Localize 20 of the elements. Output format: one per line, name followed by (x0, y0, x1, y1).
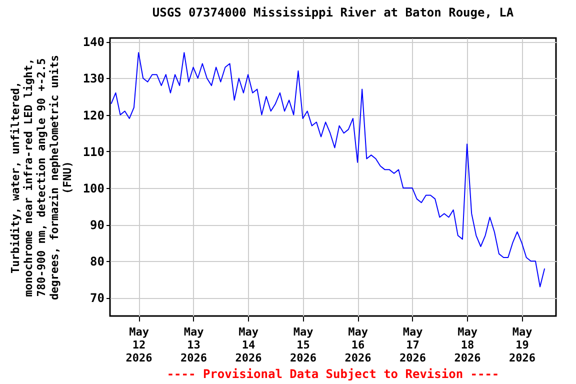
x-tick-label: May 15 2026 (290, 326, 317, 364)
x-tick-label: May 17 2026 (400, 326, 426, 364)
y-tick-label: 70 (90, 291, 104, 306)
x-tick-label: May 14 2026 (235, 326, 262, 364)
y-tick-label: 100 (82, 181, 104, 196)
x-tick-label: May 12 2026 (126, 326, 153, 364)
x-tick-label: May 13 2026 (180, 326, 208, 364)
y-tick-label: 80 (90, 254, 104, 269)
y-tick-label: 110 (82, 144, 104, 159)
text: ---- Provisional Data Subject to Revision ---- (166, 367, 500, 381)
y-tick-label: 140 (82, 35, 104, 50)
y-tick-label: 90 (90, 218, 104, 232)
line-series (110, 52, 546, 288)
chart-title: USGS 07374000 Mississippi River at Baton Rouge, LA (152, 6, 514, 20)
y-tick-label: 120 (82, 108, 104, 122)
x-tick-label: May 18 2026 (454, 326, 482, 364)
y-axis-title: Turbidity, water, unfiltered, monochrome near infra-red LED light, 780-900 nm, detection angle 90 +-2.5 degrees, formazin nephelometric units (FNU) (8, 54, 74, 300)
y-tick-label: 130 (82, 72, 104, 86)
x-tick-label: May 19 2026 (509, 326, 536, 364)
x-tick-label: May 16 2026 (344, 326, 372, 364)
